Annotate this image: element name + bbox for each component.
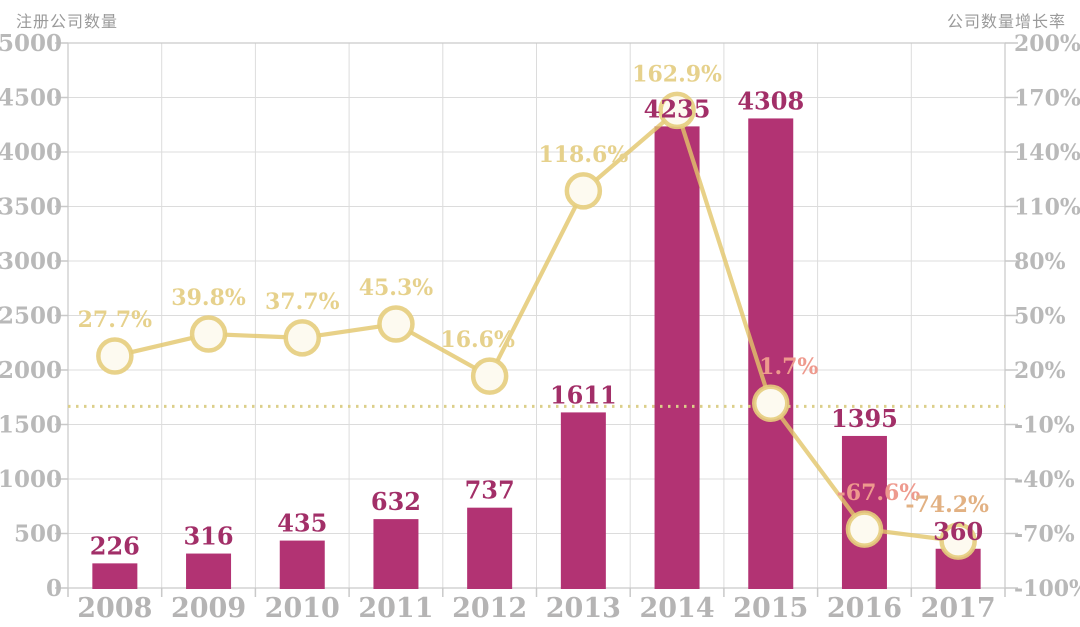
point-2010 xyxy=(283,319,321,357)
bar-2012 xyxy=(467,507,513,589)
right-axis-tick-label: 200% xyxy=(1014,31,1080,57)
point-2017 xyxy=(939,522,977,560)
right-axis-tick-label: -10% xyxy=(1014,413,1075,439)
bar-2013 xyxy=(560,412,606,589)
right-axis-tick-label: -40% xyxy=(1014,467,1075,493)
right-axis-tick-label: 170% xyxy=(1014,86,1080,112)
point-2016 xyxy=(845,510,884,548)
x-axis-label: 2008 xyxy=(77,593,152,624)
left-axis-tick-label: 1000 xyxy=(0,466,62,493)
growth-rate-label: 118.6% xyxy=(538,142,628,168)
left-axis-tick-label: 0 xyxy=(46,575,62,602)
bar-label: 316 xyxy=(183,522,233,551)
right-axis-title: 公司数量增长率 xyxy=(946,12,1066,31)
left-axis-tick-label: 2000 xyxy=(0,357,62,384)
left-axis-title: 注册公司数量 xyxy=(16,12,119,31)
plot-border xyxy=(67,42,1006,589)
right-axis-tick-label: -70% xyxy=(1014,522,1075,548)
bar-label: 226 xyxy=(90,531,140,560)
right-axis-tick-label: 50% xyxy=(1014,304,1066,330)
line-value-labels: 27.7% 39.8% 37.7% 45.3%16.6% 118.6% 162.9% 1.7… xyxy=(78,61,989,518)
bar-label: 1611 xyxy=(550,380,617,409)
x-axis-label: 2016 xyxy=(827,593,902,624)
line-markers xyxy=(96,91,977,560)
right-axis-tick-label: -100% xyxy=(1014,576,1080,602)
bar-label: 1395 xyxy=(831,404,898,433)
point-2014 xyxy=(658,91,696,130)
bar-label: 737 xyxy=(465,476,515,505)
x-axis-labels: 2008 2009 2010 2011 2012 2013 2014 2015 2016 2017 xyxy=(77,593,995,624)
x-axis-label: 2013 xyxy=(546,593,621,624)
left-axis-tick-label: 3000 xyxy=(0,248,62,275)
left-axis-tick-label: 500 xyxy=(14,521,62,548)
left-axis-tick-label: 2500 xyxy=(0,303,62,330)
growth-rate-label: 45.3% xyxy=(359,275,434,301)
x-axis-label: 2015 xyxy=(733,593,808,624)
growth-rate-label: 16.6% xyxy=(440,327,515,353)
bar-2008 xyxy=(92,563,138,589)
left-axis-tick-label: 4500 xyxy=(0,85,62,112)
growth-rate-label: -67.6% xyxy=(837,480,921,506)
x-axis-label: 2012 xyxy=(452,593,527,624)
bar-label: 632 xyxy=(371,487,421,516)
x-axis-label: 2009 xyxy=(171,593,246,624)
point-2013 xyxy=(564,172,603,210)
bar-label: 4308 xyxy=(737,86,804,115)
point-2015 xyxy=(752,384,790,422)
point-2008 xyxy=(96,337,134,375)
bar-label: 360 xyxy=(933,517,983,546)
left-axis-tick-label: 5000 xyxy=(0,30,62,57)
growth-rate-label: 162.9% xyxy=(632,61,722,87)
x-axis-label: 2011 xyxy=(358,593,433,624)
bar-value-labels: 226 316 435 632 737 1611 4235 4308 1395 360 xyxy=(90,86,983,560)
bar-2011 xyxy=(373,519,419,589)
left-axis-tick-label: 1500 xyxy=(0,412,62,439)
x-axis-label: 2014 xyxy=(639,593,714,624)
right-axis-tick-label: 110% xyxy=(1014,195,1080,221)
growth-rate-label: 1.7% xyxy=(759,354,818,380)
point-2012 xyxy=(470,357,509,395)
point-2011 xyxy=(377,305,415,343)
bar-2010 xyxy=(279,540,325,589)
bar-2009 xyxy=(186,553,232,589)
bar-label: 435 xyxy=(277,509,327,538)
right-axis-tick-label: 140% xyxy=(1014,140,1080,166)
bar-label: 4235 xyxy=(644,94,711,123)
left-axis-tick-label: 3500 xyxy=(0,194,62,221)
growth-rate-label: 39.8% xyxy=(171,285,246,311)
left-axis-tick-label: 4000 xyxy=(0,139,62,166)
growth-rate-line xyxy=(114,108,959,544)
point-2009 xyxy=(189,315,228,353)
x-axis-label: 2017 xyxy=(921,593,996,624)
growth-rate-label: 27.7% xyxy=(78,307,153,333)
right-axis-tick-label: 80% xyxy=(1014,249,1066,275)
gridlines xyxy=(55,42,1018,597)
growth-rate-label: 37.7% xyxy=(265,289,340,315)
bar-2014 xyxy=(654,126,700,589)
right-axis-tick-label: 20% xyxy=(1014,358,1066,384)
growth-rate-label: -74.2% xyxy=(905,492,989,518)
x-axis-label: 2010 xyxy=(265,593,340,624)
